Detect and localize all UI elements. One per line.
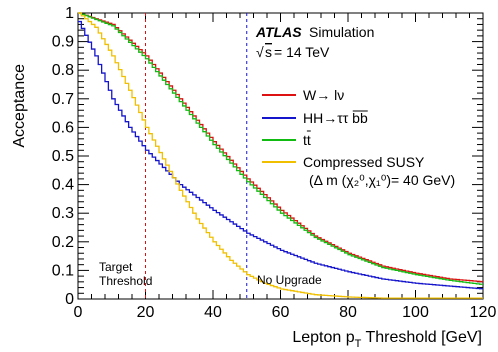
legend-ttbar-label: tt xyxy=(303,132,311,148)
svg-text:= 14 TeV: = 14 TeV xyxy=(274,44,330,60)
y-tick-label: 0.2 xyxy=(52,234,74,251)
y-tick-label: 0.4 xyxy=(52,177,74,194)
legend-compressed-susy-label: Compressed SUSY xyxy=(303,154,425,170)
legend: W→ lν HH→ττ bb tt Compressed SUSY (Δ m (χ₂⁰,… xyxy=(262,87,455,188)
legend-hh-tautau-bb-label: HH→ττ bb xyxy=(303,110,368,126)
threshold-lines xyxy=(145,13,248,299)
x-tick-label: 0 xyxy=(74,304,83,321)
x-tick-label: 120 xyxy=(470,304,497,321)
y-tick-label: 0.7 xyxy=(52,91,74,108)
y-tick-label: 0.8 xyxy=(52,62,74,79)
legend-compressed-susy-label-line2: (Δ m (χ₂⁰,χ₁⁰)= 40 GeV) xyxy=(309,172,455,188)
legend-w-lnu-label: W→ lν xyxy=(303,87,344,103)
y-tick-label: 0 xyxy=(65,291,74,308)
experiment-label: ATLAS xyxy=(255,24,302,40)
energy-label: √ s = 14 TeV xyxy=(256,44,330,60)
x-tick-label: 20 xyxy=(137,304,155,321)
x-tick-label: 60 xyxy=(272,304,290,321)
no-upgrade-label: No Upgrade xyxy=(257,273,322,287)
series-ttbar xyxy=(78,12,483,285)
y-tick-label: 0.9 xyxy=(52,34,74,51)
svg-text:s: s xyxy=(265,44,272,60)
y-axis-label: Acceptance xyxy=(11,64,28,148)
target-threshold-label-line2: Threshold xyxy=(99,274,152,288)
series-hh-tautau-bb xyxy=(78,20,483,290)
x-axis-label-main: Lepton p xyxy=(292,329,354,346)
svg-text:√: √ xyxy=(256,44,264,60)
series-compressed-susy xyxy=(78,12,483,299)
y-tick-label: 0.1 xyxy=(52,262,74,279)
x-tick-label: 100 xyxy=(402,304,429,321)
x-tick-label: 40 xyxy=(204,304,222,321)
experiment-note: Simulation xyxy=(309,24,374,40)
y-tick-label: 0.3 xyxy=(52,205,74,222)
y-tick-label: 1 xyxy=(65,5,74,22)
x-axis-label-suffix: Threshold [GeV] xyxy=(361,329,482,346)
tick-labels: 0 20 40 60 80 100 120 0 0.1 0.2 0.3 0.4 0.5 0.6 0.7 0.8… xyxy=(52,5,497,321)
x-tick-label: 80 xyxy=(339,304,357,321)
target-threshold-label-line1: Target xyxy=(99,260,133,274)
y-tick-label: 0.5 xyxy=(52,148,74,165)
series-group xyxy=(78,12,483,299)
x-axis-label-subscript: T xyxy=(355,338,362,350)
y-tick-label: 0.6 xyxy=(52,119,74,136)
x-axis-label: Lepton pT Threshold [GeV] xyxy=(292,329,482,350)
